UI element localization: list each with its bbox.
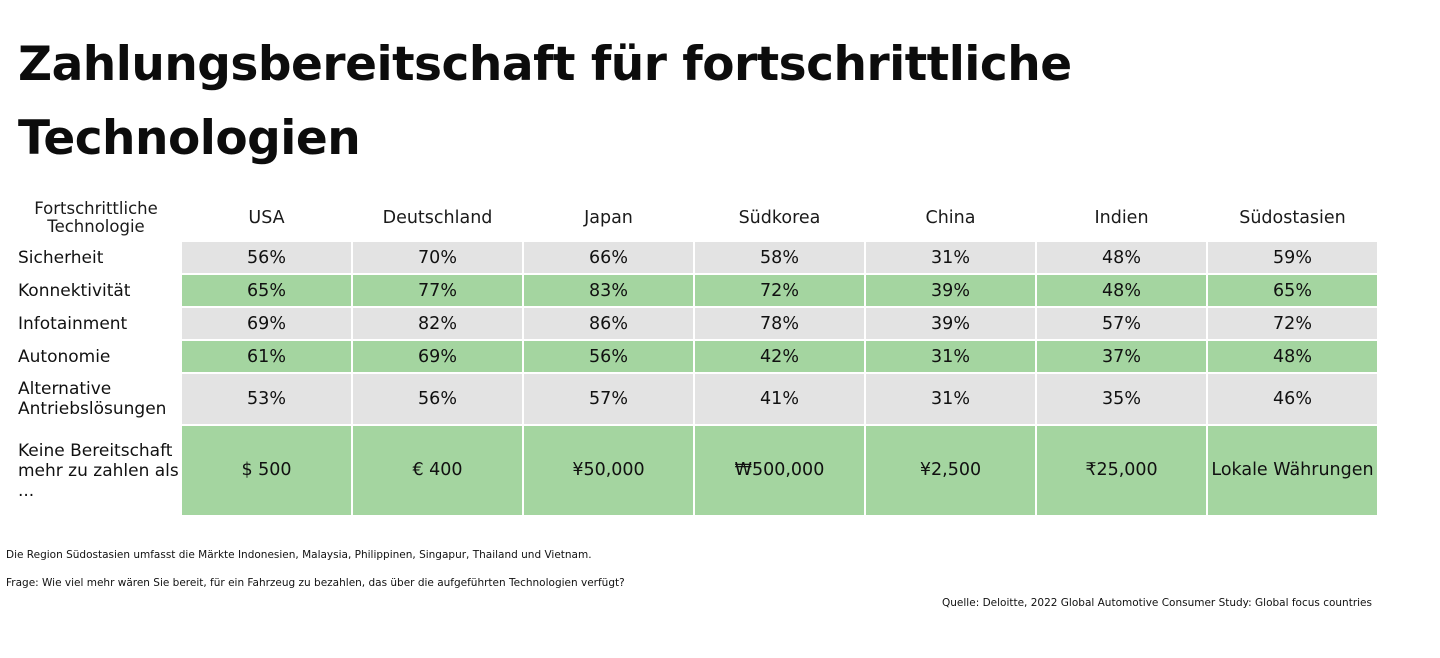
value-cell: $ 500 — [182, 426, 351, 515]
value-cell: 58% — [695, 242, 864, 273]
value-cell: 82% — [353, 308, 522, 339]
header-row: Fortschrittliche Technologie USA Deutschl… — [12, 196, 1377, 240]
value-cell: ₹25,000 — [1037, 426, 1206, 515]
chart-title: Zahlungsbereitschaft für fortschrittlich… — [18, 37, 1072, 166]
table-row: Autonomie 61% 69% 56% 42% 31% 37% 48% — [12, 341, 1377, 372]
value-cell: 31% — [866, 341, 1035, 372]
column-header: USA — [248, 208, 285, 228]
value-cell: 72% — [1208, 308, 1377, 339]
table-row: Sicherheit 56% 70% 66% 58% 31% 48% 59% — [12, 242, 1377, 273]
value-cell: 78% — [695, 308, 864, 339]
table-row: Alternative Antriebslösungen 53% 56% 57% 41%… — [12, 374, 1377, 424]
table-row: Konnektivität 65% 77% 83% 72% 39% 48% 65% — [12, 275, 1377, 306]
value-cell: 70% — [353, 242, 522, 273]
row-label: Autonomie — [18, 346, 111, 367]
value-cell: 48% — [1037, 275, 1206, 306]
column-header: China — [925, 208, 976, 228]
value-cell: 46% — [1208, 374, 1377, 424]
value-cell: 69% — [182, 308, 351, 339]
value-cell: 39% — [866, 275, 1035, 306]
value-cell: ₩500,000 — [695, 426, 864, 515]
value-cell: 69% — [353, 341, 522, 372]
value-cell: 65% — [1208, 275, 1377, 306]
value-cell: 59% — [1208, 242, 1377, 273]
value-cell: 37% — [1037, 341, 1206, 372]
value-cell: 86% — [524, 308, 693, 339]
column-header: Japan — [584, 208, 633, 228]
value-cell: 42% — [695, 341, 864, 372]
column-header: Indien — [1094, 208, 1149, 228]
value-cell: 57% — [1037, 308, 1206, 339]
table-row: Infotainment 69% 82% 86% 78% 39% 57% 72% — [12, 308, 1377, 339]
source-note: Quelle: Deloitte, 2022 Global Automotive… — [942, 597, 1372, 609]
value-cell: 57% — [524, 374, 693, 424]
question-footnote: Frage: Wie viel mehr wären Sie bereit, f… — [6, 577, 625, 589]
value-cell: 56% — [524, 341, 693, 372]
value-cell: 39% — [866, 308, 1035, 339]
value-cell: 77% — [353, 275, 522, 306]
row-label: Konnektivität — [18, 280, 131, 301]
value-cell: ¥50,000 — [524, 426, 693, 515]
row-label: Keine Bereitschaft mehr zu zahlen als ..… — [18, 440, 179, 501]
table-row: Keine Bereitschaft mehr zu zahlen als ..… — [12, 426, 1377, 515]
row-label: Infotainment — [18, 313, 128, 334]
value-cell: ¥2,500 — [866, 426, 1035, 515]
value-cell: 35% — [1037, 374, 1206, 424]
value-cell: 48% — [1037, 242, 1206, 273]
value-cell: 41% — [695, 374, 864, 424]
column-header: Südostasien — [1239, 208, 1346, 228]
region-footnote: Die Region Südostasien umfasst die Märkt… — [6, 549, 592, 561]
value-cell: 31% — [866, 242, 1035, 273]
value-cell: 65% — [182, 275, 351, 306]
header-label: Fortschrittliche Technologie — [34, 199, 158, 236]
row-label: Alternative Antriebslösungen — [18, 379, 167, 419]
column-header: Südkorea — [738, 208, 821, 228]
value-cell: 83% — [524, 275, 693, 306]
row-label: Sicherheit — [18, 247, 104, 268]
table-body: Sicherheit 56% 70% 66% 58% 31% 48% 59% Konnektiv… — [12, 242, 1377, 515]
value-cell: 61% — [182, 341, 351, 372]
value-cell: 53% — [182, 374, 351, 424]
value-cell: Lokale Währungen — [1208, 426, 1377, 515]
value-cell: € 400 — [353, 426, 522, 515]
value-cell: 66% — [524, 242, 693, 273]
value-cell: 72% — [695, 275, 864, 306]
data-table: Fortschrittliche Technologie USA Deutschl… — [10, 194, 1379, 517]
value-cell: 31% — [866, 374, 1035, 424]
value-cell: 48% — [1208, 341, 1377, 372]
column-header: Deutschland — [382, 208, 493, 228]
value-cell: 56% — [182, 242, 351, 273]
value-cell: 56% — [353, 374, 522, 424]
